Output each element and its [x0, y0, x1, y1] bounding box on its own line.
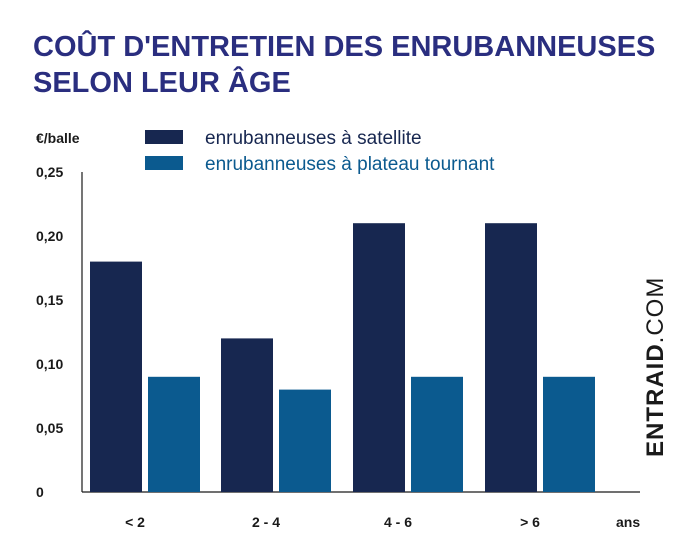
bar-satellite-1 — [221, 338, 273, 492]
x-category-label: > 6 — [520, 514, 540, 530]
y-tick-label: 0,05 — [36, 420, 63, 436]
y-tick-label: 0,15 — [36, 292, 63, 308]
chart-title-line-2: SELON LEUR ÂGE — [33, 65, 291, 99]
bar-satellite-3 — [485, 223, 537, 492]
x-category-label: < 2 — [125, 514, 145, 530]
bar-satellite-0 — [90, 261, 142, 492]
entraid-logo: ENTRAID.COM — [642, 277, 669, 457]
y-tick-label: 0,10 — [36, 356, 63, 372]
y-axis-unit-label: €/balle — [36, 130, 80, 146]
x-category-label: 4 - 6 — [384, 514, 412, 530]
x-category-label: 2 - 4 — [252, 514, 280, 530]
bar-satellite-2 — [353, 223, 405, 492]
legend-label-satellite: enrubanneuses à satellite — [205, 128, 422, 149]
bar-plateau-tournant-2 — [411, 376, 463, 492]
chart-title-line-1: COÛT D'ENTRETIEN DES ENRUBANNEUSES — [33, 29, 655, 63]
y-tick-label: 0,20 — [36, 228, 63, 244]
bar-plateau-tournant-0 — [148, 376, 200, 492]
y-axis-ticks: 0,25 0,20 0,15 0,10 0,05 0 — [36, 164, 63, 500]
bars — [90, 223, 595, 492]
y-tick-label: 0 — [36, 484, 44, 500]
bar-plateau-tournant-1 — [279, 389, 331, 492]
legend-label-plateau-tournant: enrubanneuses à plateau tournant — [205, 154, 495, 175]
x-axis-unit-label: ans — [616, 514, 640, 530]
legend-swatch-satellite — [145, 130, 183, 144]
brand-name-light: .COM — [642, 277, 669, 344]
y-tick-label: 0,25 — [36, 164, 63, 180]
bar-plateau-tournant-3 — [543, 376, 595, 492]
legend-swatch-plateau-tournant — [145, 156, 183, 170]
svg-text:ENTRAID.COM: ENTRAID.COM — [642, 277, 669, 457]
brand-name-bold: ENTRAID — [642, 343, 669, 457]
x-axis-categories: < 2 2 - 4 4 - 6 > 6 — [125, 514, 540, 530]
